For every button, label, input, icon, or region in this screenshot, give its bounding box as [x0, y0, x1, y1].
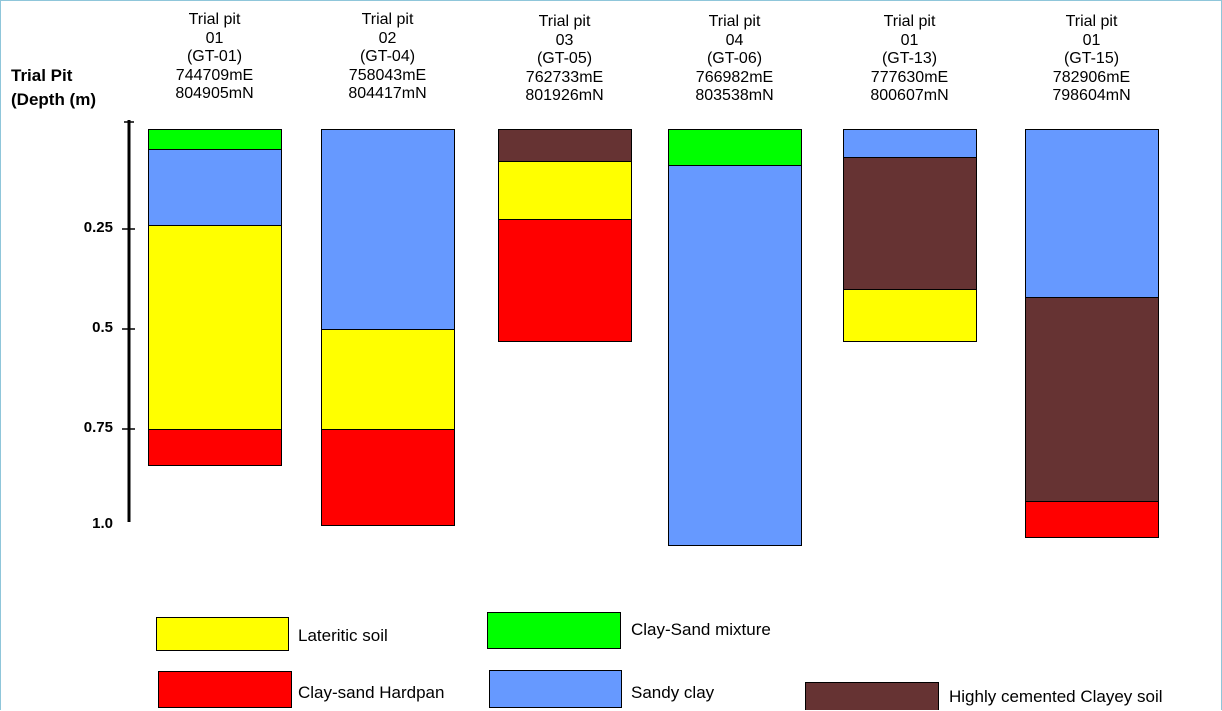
soil-layer-clay-sand-hardpan — [498, 219, 632, 342]
pit-header: Trial pit 01 (GT-13) 777630mE 800607mN — [840, 13, 980, 106]
pit-header-line: (GT-04) — [359, 48, 416, 65]
pit-header-line: 801926mN — [525, 87, 604, 104]
soil-layer-clay-sand-hardpan — [321, 429, 455, 526]
pit-header-line: 777630mE — [870, 68, 949, 86]
soil-layer-clay-sand-mixture — [148, 129, 282, 150]
pit-header-line: 01 — [1082, 31, 1101, 49]
soil-layer-clay-sand-hardpan — [1025, 501, 1159, 538]
soil-layer-highly-cemented-clayey-soil — [1025, 297, 1159, 502]
soil-layer-sandy-clay — [843, 129, 977, 158]
pit-header-line: (GT-13) — [881, 50, 938, 67]
pit-header-line: Trial pit — [708, 13, 761, 30]
pit-header: Trial pit 01 (GT-01) 744709mE 804905mN — [145, 11, 285, 104]
y-tick-label: 1.0 — [92, 515, 113, 532]
y-axis-title: Trial Pit (Depth (m) — [11, 64, 96, 112]
legend-label-clay-sand-mixture: Clay-Sand mixture — [631, 620, 771, 639]
legend-swatch-clay-sand-hardpan — [158, 671, 292, 708]
soil-layer-lateritic-soil — [148, 225, 282, 430]
pit-header-line: 804417mN — [348, 85, 427, 102]
pit-header-line: 01 — [900, 31, 919, 49]
pit-header: Trial pit 02 (GT-04) 758043mE 804417mN — [318, 11, 458, 104]
pit-header: Trial pit 03 (GT-05) 762733mE 801926mN — [495, 13, 635, 106]
pit-header-line: Trial pit — [1065, 13, 1118, 30]
y-tick-label: 0.5 — [92, 319, 113, 336]
soil-layer-clay-sand-hardpan — [148, 429, 282, 466]
pit-header-line: (GT-05) — [536, 50, 593, 67]
pit-header-line: 758043mE — [348, 66, 427, 84]
y-axis-title-line1: Trial Pit — [11, 66, 73, 85]
pit-header-line: 803538mN — [695, 87, 774, 104]
soil-layer-sandy-clay — [668, 165, 802, 546]
soil-layer-clay-sand-mixture — [668, 129, 802, 166]
pit-header-line: Trial pit — [538, 13, 591, 30]
soil-layer-highly-cemented-clayey-soil — [843, 157, 977, 290]
pit-header-line: 804905mN — [175, 85, 254, 102]
pit-header-line: Trial pit — [361, 11, 414, 28]
pit-header-line: 800607mN — [870, 87, 949, 104]
legend-label-sandy-clay: Sandy clay — [631, 683, 715, 702]
pit-header-line: Trial pit — [188, 11, 241, 28]
pit-header-line: 766982mE — [695, 68, 774, 86]
pit-header-line: Trial pit — [883, 13, 936, 30]
pit-header-line: (GT-15) — [1063, 50, 1120, 67]
y-tick-label: 0.75 — [83, 419, 113, 436]
pit-header-line: 04 — [725, 31, 744, 49]
soil-layer-sandy-clay — [148, 149, 282, 226]
soil-layer-sandy-clay — [1025, 129, 1159, 298]
pit-header-line: 798604mN — [1052, 87, 1131, 104]
pit-header-line: 03 — [555, 31, 574, 49]
legend-swatch-clay-sand-mixture — [487, 612, 621, 649]
y-tick-label: 0.25 — [83, 219, 113, 236]
soil-layer-lateritic-soil — [843, 289, 977, 342]
pit-header-line: 782906mE — [1052, 68, 1131, 86]
legend-label-clay-sand-hardpan: Clay-sand Hardpan — [298, 683, 445, 702]
legend-swatch-highly-cemented-clayey-soil — [805, 682, 939, 710]
pit-header-line: (GT-06) — [706, 50, 763, 67]
soil-layer-sandy-clay — [321, 129, 455, 330]
soil-layer-highly-cemented-clayey-soil — [498, 129, 632, 162]
legend-label-highly-cemented-clayey-soil: Highly cemented Clayey soil — [949, 687, 1163, 706]
legend-label-lateritic-soil: Lateritic soil — [298, 626, 388, 645]
legend-swatch-lateritic-soil — [156, 617, 289, 651]
pit-header-line: (GT-01) — [186, 48, 243, 65]
pit-header-line: 762733mE — [525, 68, 604, 86]
pit-header: Trial pit 01 (GT-15) 782906mE 798604mN — [1022, 13, 1162, 106]
soil-layer-lateritic-soil — [321, 329, 455, 430]
pit-header-line: 744709mE — [175, 66, 254, 84]
pit-header-line: 02 — [378, 29, 397, 47]
y-axis-title-line2: (Depth (m) — [11, 90, 96, 109]
legend-swatch-sandy-clay — [489, 670, 622, 708]
pit-header: Trial pit 04 (GT-06) 766982mE 803538mN — [665, 13, 805, 106]
soil-layer-lateritic-soil — [498, 161, 632, 220]
pit-header-line: 01 — [205, 29, 224, 47]
